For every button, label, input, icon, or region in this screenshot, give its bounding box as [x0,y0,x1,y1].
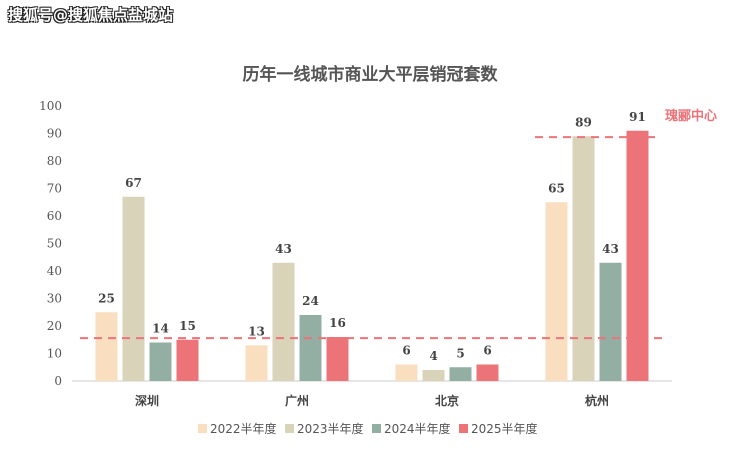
bar [395,364,418,381]
bar [422,370,445,381]
bar [272,262,295,381]
legend-swatch [285,424,294,433]
legend-label: 2024半年度 [384,421,451,436]
x-tick-label: 深圳 [135,393,159,408]
bar [176,339,199,381]
data-label: 24 [302,294,319,308]
legend-label: 2023半年度 [297,421,364,436]
bar [599,262,622,381]
data-label: 16 [329,316,346,330]
legend-swatch [459,424,468,433]
annotation-label: 瑰郦中心 [665,108,717,124]
y-tick-label: 50 [47,237,62,251]
y-tick-label: 0 [54,374,62,388]
data-label: 13 [248,324,265,338]
y-tick-label: 100 [39,99,62,113]
legend-label: 2025半年度 [471,421,538,436]
data-label: 67 [125,176,142,190]
bar [149,342,172,381]
bar [476,364,499,381]
data-label: 65 [548,181,565,195]
x-tick-label: 杭州 [585,393,609,408]
x-tick-label: 广州 [285,393,309,408]
data-label: 43 [602,242,619,256]
data-label: 91 [629,110,646,124]
y-tick-label: 10 [47,347,62,361]
x-tick-label: 北京 [435,393,459,408]
bar [449,367,472,381]
chart-title: 历年一线城市商业大平层销冠套数 [243,64,499,85]
y-tick-label: 20 [47,319,62,333]
legend-swatch [372,424,381,433]
y-tick-label: 80 [47,154,62,168]
y-tick-label: 40 [47,264,62,278]
bar [545,202,568,381]
y-tick-label: 70 [47,182,62,196]
watermark: 搜狐号@搜狐焦点盐城站 [8,6,174,24]
bar [626,130,649,381]
data-label: 6 [402,344,410,358]
data-label: 15 [179,319,196,333]
data-label: 43 [275,242,292,256]
data-label: 14 [152,322,169,336]
data-label: 4 [429,349,437,363]
legend-swatch [198,424,207,433]
bar [326,337,349,381]
bar [122,196,145,381]
data-label: 25 [98,291,115,305]
bar [95,312,118,381]
y-tick-label: 60 [47,209,62,223]
data-label: 5 [456,346,464,360]
bar [572,136,595,381]
y-tick-label: 90 [47,127,62,141]
bar [245,345,268,381]
bar [299,315,322,381]
data-label: 89 [575,115,592,129]
y-tick-label: 30 [47,292,62,306]
data-label: 6 [483,344,491,358]
legend-label: 2022半年度 [210,421,277,436]
